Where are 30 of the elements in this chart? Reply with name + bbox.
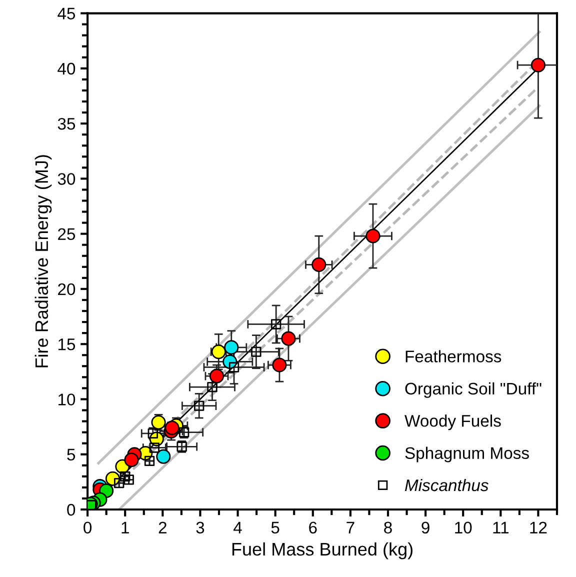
x-tick-label: 12: [530, 522, 547, 534]
y-axis-title: Fire Radiative Energy (MJ): [34, 155, 52, 368]
y-tick-label: 45: [58, 8, 76, 20]
legend-label: Miscanthus: [404, 478, 488, 492]
y-tick-label: 30: [58, 173, 76, 185]
x-tick-label: 10: [455, 522, 472, 534]
legend-label: Feathermoss: [406, 350, 502, 362]
x-tick-label: 1: [122, 522, 129, 534]
legend-label: Woody Fuels: [404, 414, 501, 430]
x-tick-label: 6: [309, 522, 317, 534]
x-axis-title: Fuel Mass Burned (kg): [232, 542, 412, 560]
y-tick-label: 0: [67, 504, 76, 516]
y-tick-label: 40: [58, 62, 76, 75]
y-tick-label: 35: [58, 118, 76, 130]
legend-label: Organic Soil "Duff": [405, 382, 542, 398]
y-tick-label: 10: [58, 394, 76, 406]
x-tick-label: 2: [158, 522, 166, 534]
x-tick-label: 5: [271, 522, 280, 534]
y-tick-label: 25: [58, 228, 76, 240]
legend-label: Sphagnum Moss: [405, 446, 529, 462]
y-tick-label: 5: [67, 448, 76, 461]
y-tick-label: 20: [58, 283, 76, 296]
x-tick-label: 9: [422, 522, 430, 534]
x-tick-label: 0: [84, 522, 92, 534]
x-tick-label: 3: [196, 522, 204, 534]
x-tick-label: 11: [493, 522, 508, 534]
x-tick-label: 7: [346, 522, 354, 534]
x-tick-label: 4: [234, 522, 242, 534]
x-tick-label: 8: [384, 522, 392, 534]
y-tick-label: 15: [58, 338, 76, 350]
